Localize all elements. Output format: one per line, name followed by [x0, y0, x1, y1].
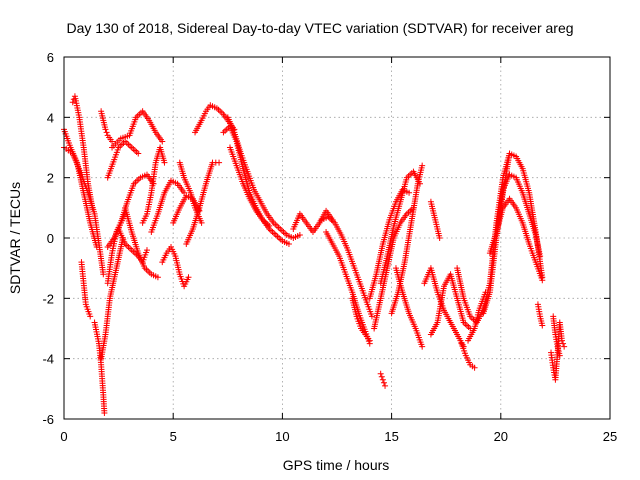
series-track-aq [534, 301, 546, 329]
series-track-s [183, 159, 223, 248]
data-point [419, 162, 426, 169]
series-track-m [122, 204, 161, 281]
x-tick-label: 15 [384, 429, 398, 444]
data-point [103, 129, 110, 136]
data-point [89, 204, 96, 211]
data-point [539, 322, 546, 329]
data-point [296, 231, 303, 238]
y-axis-label: SDTVAR / TECUs [7, 182, 23, 294]
y-tick-label: -4 [42, 352, 54, 367]
y-tick-label: 0 [47, 231, 54, 246]
data-point [101, 409, 108, 416]
data-point [558, 337, 565, 344]
series-track-aa [349, 295, 373, 344]
series-track-as [550, 313, 563, 359]
axis-ticks [63, 56, 611, 420]
data-point [69, 99, 76, 106]
x-axis-tick-labels: 0 5 10 15 20 25 [60, 429, 617, 444]
y-tick-label: -6 [42, 412, 54, 427]
data-point [539, 277, 546, 284]
data-point [561, 343, 568, 350]
data-point [368, 313, 375, 320]
data-point [436, 235, 443, 241]
x-tick-label: 10 [275, 429, 289, 444]
series-track-c [69, 93, 96, 211]
data-point [266, 222, 273, 229]
series-track-ap [493, 171, 544, 260]
series-track-k [104, 171, 157, 251]
y-tick-label: 4 [47, 110, 54, 125]
data-point [198, 219, 205, 226]
data-point [379, 376, 386, 383]
series-track-ag [392, 265, 426, 350]
x-axis-label: GPS time / hours [283, 457, 390, 473]
data-point [377, 370, 384, 377]
data-point [406, 189, 413, 196]
data-point [102, 126, 109, 133]
series-track-p [159, 244, 192, 290]
series-track-ak [458, 340, 478, 371]
data-point [556, 352, 563, 359]
data-point [143, 247, 150, 254]
series-track-w [226, 144, 273, 229]
series-track-z [323, 228, 373, 347]
x-tick-label: 5 [170, 429, 177, 444]
series-track-v [224, 114, 303, 241]
data-point [100, 271, 107, 278]
series-track-b [61, 144, 107, 278]
data-point [537, 253, 544, 260]
series-track-y [318, 213, 375, 320]
y-axis-tick-labels: -6 -4 -2 0 2 4 6 [42, 50, 54, 427]
x-tick-label: 20 [494, 429, 508, 444]
series-track-n [139, 144, 168, 226]
data-point [109, 138, 116, 145]
data-point [380, 379, 387, 386]
data-point [382, 382, 389, 389]
series-track-i [109, 108, 166, 151]
series-track-ah [427, 198, 443, 241]
y-tick-label: -2 [42, 291, 54, 306]
y-tick-label: 2 [47, 171, 54, 186]
series-track-ab [377, 370, 389, 389]
data-point [419, 343, 426, 350]
x-tick-label: 0 [60, 429, 67, 444]
y-tick-label: 6 [47, 50, 54, 65]
series-track-r [176, 159, 205, 226]
data-point [378, 373, 385, 380]
x-tick-label: 25 [603, 429, 617, 444]
data-point [285, 241, 292, 248]
data-point [560, 340, 567, 347]
series-track-g [98, 108, 116, 145]
series-track-af [388, 162, 426, 317]
data-point [135, 150, 142, 157]
data-point [161, 159, 168, 166]
series-track-x [290, 207, 336, 235]
series-track-aj [427, 271, 474, 338]
chart-title: Day 130 of 2018, Sidereal Day-to-day VTE… [66, 20, 573, 36]
series-track-d [78, 259, 94, 320]
series-track-o [148, 177, 188, 235]
data-point [471, 364, 478, 371]
data-point [216, 159, 223, 166]
data-point [181, 189, 188, 196]
data-point [185, 274, 192, 281]
data-points [61, 93, 568, 416]
data-point [87, 313, 94, 320]
series-track-h [104, 138, 142, 181]
data-point [154, 274, 161, 281]
series-track-ae [377, 168, 423, 287]
data-point [366, 337, 373, 344]
data-point [159, 138, 166, 145]
